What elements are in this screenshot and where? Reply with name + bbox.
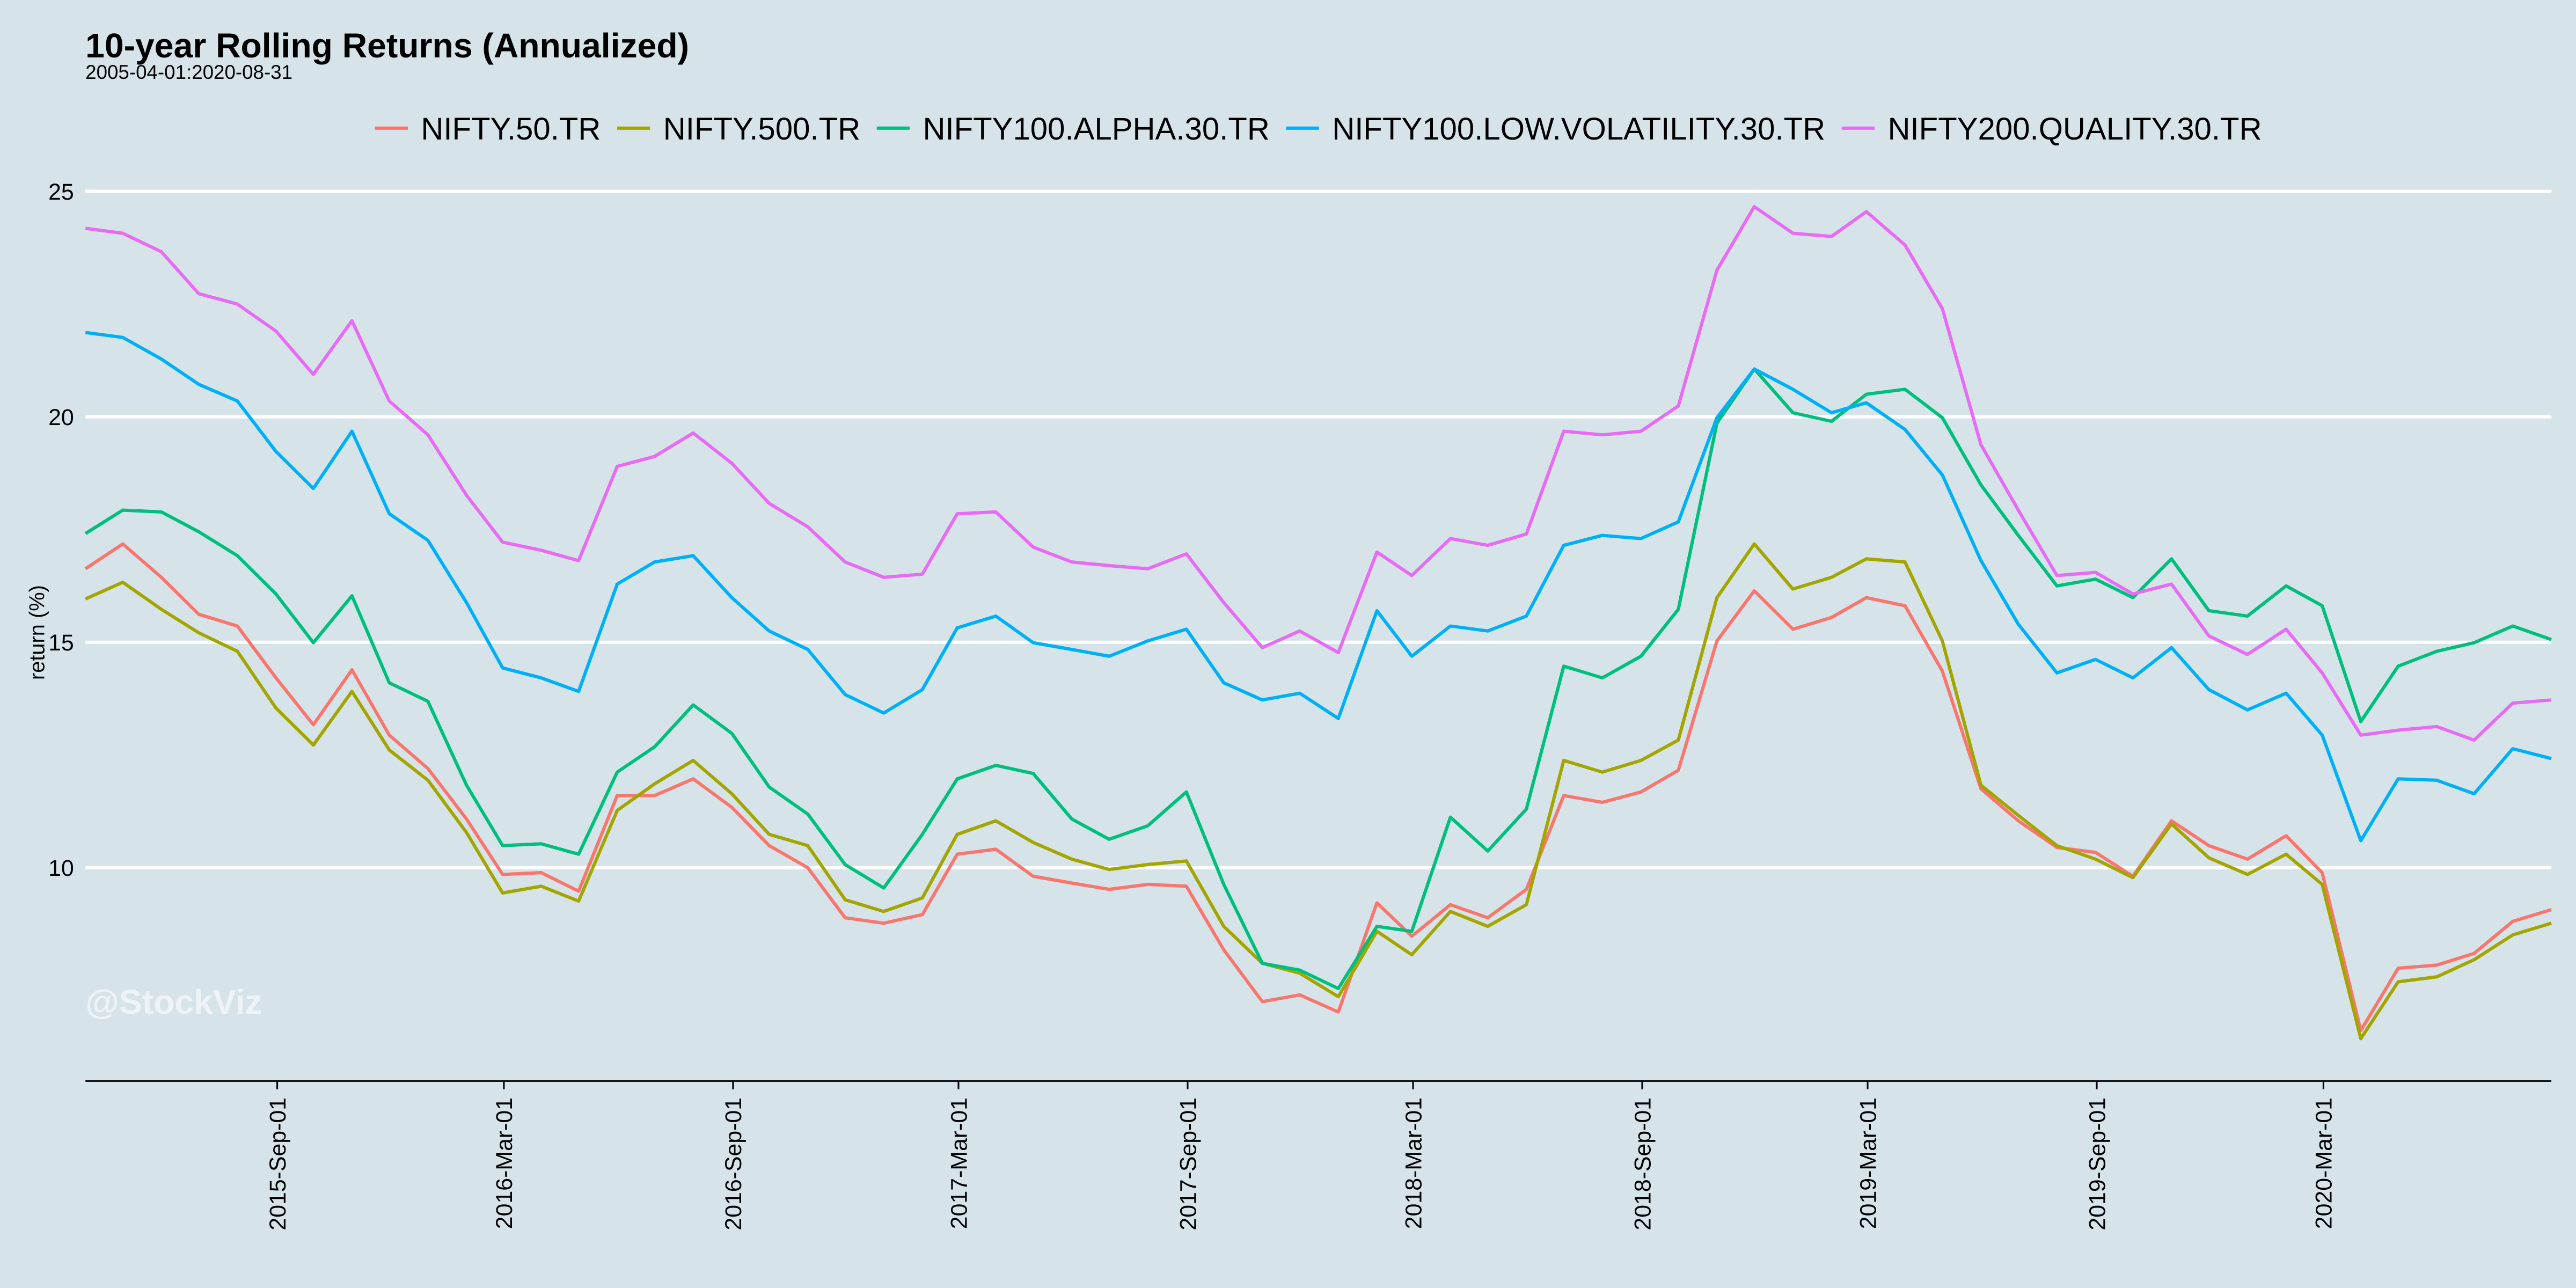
legend-label: NIFTY.50.TR: [421, 112, 601, 147]
y-tick-label: 15: [48, 630, 74, 656]
y-tick-label: 10: [48, 855, 74, 881]
legend-label: NIFTY100.LOW.VOLATILITY.30.TR: [1332, 112, 1825, 147]
x-tick-label: 2016-Mar-01: [492, 1097, 517, 1229]
chart-title: 10-year Rolling Returns (Annualized): [85, 26, 689, 65]
legend: NIFTY.50.TR NIFTY.500.TR NIFTY100.ALPHA.30…: [375, 112, 2262, 147]
x-tick-label: 2017-Sep-01: [1175, 1097, 1201, 1231]
y-axis-label: return (%): [26, 585, 49, 680]
x-tick-label: 2017-Mar-01: [946, 1097, 972, 1229]
series-line: [85, 205, 2552, 742]
watermark: @StockViz: [85, 983, 262, 1021]
x-tick-label: 2018-Sep-01: [1630, 1097, 1656, 1231]
y-tick-label: 20: [48, 405, 74, 430]
y-tick-label: 25: [48, 179, 74, 205]
x-tick-label: 2019-Sep-01: [2084, 1097, 2110, 1231]
x-tick-label: 2020-Mar-01: [2311, 1097, 2337, 1229]
legend-label: NIFTY200.QUALITY.30.TR: [1888, 112, 2262, 147]
x-tick-label: 2016-Sep-01: [721, 1097, 747, 1231]
series-line: [85, 331, 2552, 843]
chart-subtitle: 2005-04-01:2020-08-31: [85, 61, 292, 83]
legend-label: NIFTY.500.TR: [663, 112, 860, 147]
x-tick-label: 2019-Mar-01: [1855, 1097, 1881, 1229]
series-line: [84, 542, 2552, 1041]
x-tick-label: 2015-Sep-01: [265, 1097, 291, 1231]
x-tick-label: 2018-Mar-01: [1401, 1097, 1426, 1229]
legend-label: NIFTY100.ALPHA.30.TR: [923, 112, 1269, 147]
